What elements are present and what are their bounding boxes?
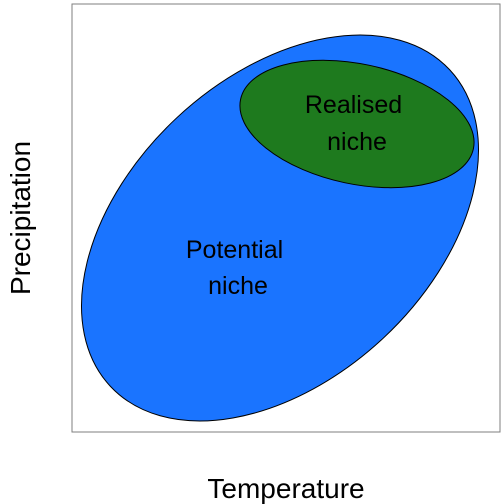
potential-niche-label-line1: Potential <box>186 236 283 264</box>
realised-niche-label-line1: Realised <box>305 91 402 119</box>
y-axis-label: Precipitation <box>5 141 36 295</box>
realised-niche-label-line2: niche <box>327 128 387 156</box>
potential-niche-label-line2: niche <box>208 272 268 300</box>
x-axis-label: Temperature <box>207 473 364 504</box>
realised-niche-label: Realised niche <box>305 91 409 156</box>
potential-niche-label: Potential niche <box>186 236 290 300</box>
realised-niche-ellipse <box>239 59 475 189</box>
